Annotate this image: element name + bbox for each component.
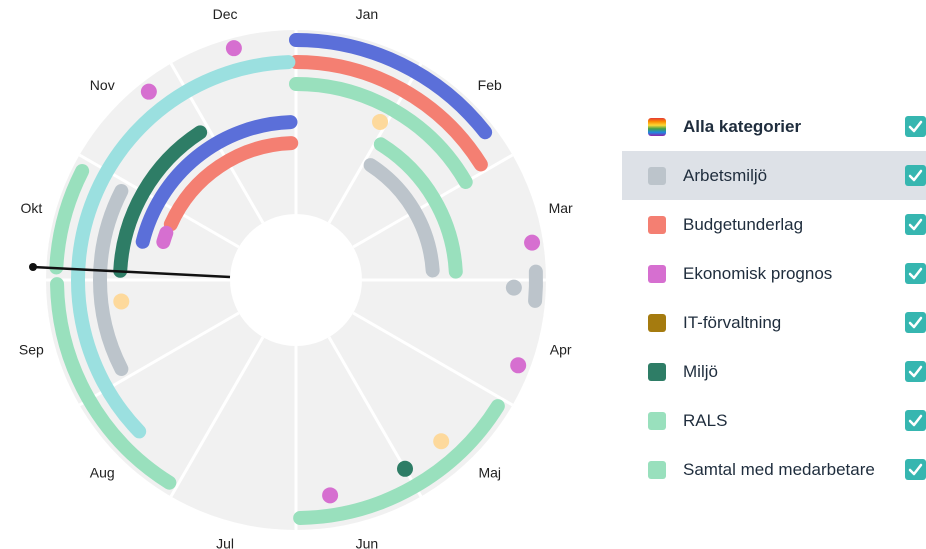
legend-swatch: [648, 411, 666, 430]
activity-arc: [289, 33, 493, 140]
month-label: Jul: [216, 535, 234, 549]
month-label: Nov: [90, 77, 115, 93]
legend-label: Budgetunderlag: [683, 214, 804, 234]
legend-label: Arbetsmiljö: [683, 165, 768, 185]
month-label: Jun: [356, 535, 379, 549]
month-label: Feb: [478, 77, 502, 93]
month-label: Jan: [356, 6, 379, 22]
legend-row[interactable]: Arbetsmiljö: [622, 151, 926, 200]
legend-row[interactable]: Ekonomisk prognos: [622, 249, 926, 298]
legend-swatch: [648, 264, 666, 283]
activity-arc: [71, 55, 296, 439]
checkbox[interactable]: [905, 459, 926, 480]
checkmark: [908, 169, 923, 182]
legend-label: Alla kategorier: [683, 116, 802, 136]
activity-dot: [524, 234, 541, 251]
activity-dot: [510, 357, 527, 374]
activity-dot: [505, 279, 522, 296]
legend-label: Samtal med medarbetare: [683, 459, 875, 479]
checkbox[interactable]: [905, 361, 926, 382]
checkmark: [908, 267, 923, 280]
activity-dot: [140, 83, 157, 100]
legend: Alla kategorier Arbetsmiljö Budgetunderlag…: [622, 102, 926, 494]
legend-row[interactable]: IT-förvaltning: [622, 298, 926, 347]
activity-arc: [163, 136, 299, 232]
activity-arc: [156, 225, 174, 249]
legend-label: Miljö: [683, 361, 718, 381]
legend-swatch: [648, 362, 666, 381]
activity-dot: [113, 293, 130, 310]
month-label: Dec: [213, 6, 238, 22]
checkmark: [908, 120, 923, 133]
activity-arc: [289, 77, 473, 189]
activity-arc: [528, 264, 543, 308]
checkbox[interactable]: [905, 410, 926, 431]
activity-dot: [372, 113, 389, 130]
activity-arc: [135, 115, 298, 249]
activity-arc: [50, 277, 177, 490]
legend-swatch: [648, 313, 666, 332]
checkmark: [908, 463, 923, 476]
legend-row[interactable]: Budgetunderlag: [622, 200, 926, 249]
activity-arc: [373, 137, 463, 279]
legend-swatch: [648, 215, 666, 234]
checkbox[interactable]: [905, 214, 926, 235]
activity-dot: [322, 487, 339, 504]
checkmark: [908, 365, 923, 378]
month-label: Sep: [19, 342, 44, 358]
activity-arc: [293, 399, 505, 525]
checkbox[interactable]: [905, 116, 926, 137]
legend-label: Ekonomisk prognos: [683, 263, 833, 283]
checkbox[interactable]: [905, 165, 926, 186]
legend-swatch: [648, 166, 666, 185]
legend-label: IT-förvaltning: [683, 312, 782, 332]
activity-arc: [93, 184, 129, 376]
month-label: Okt: [20, 200, 42, 216]
checkbox[interactable]: [905, 263, 926, 284]
month-label: Maj: [478, 464, 501, 480]
month-separator: [352, 311, 514, 407]
activity-arc: [363, 158, 440, 278]
activity-arc: [49, 164, 90, 275]
today-line: [32, 265, 231, 279]
checkmark: [908, 218, 923, 231]
activity-dot: [433, 433, 450, 450]
activity-dot: [397, 460, 413, 477]
month-label: Aug: [90, 464, 115, 480]
year-wheel: Jan Feb Mar Apr Maj Jun Jul Aug Sep Okt Nov Dec: [19, 6, 573, 549]
checkmark: [908, 414, 923, 427]
month-label: Apr: [550, 342, 572, 358]
legend-row[interactable]: Samtal med medarbetare: [622, 445, 926, 494]
legend-row[interactable]: Miljö: [622, 347, 926, 396]
checkmark: [908, 316, 923, 329]
legend-label: RALS: [683, 410, 728, 430]
legend-row[interactable]: Alla kategorier: [622, 102, 926, 151]
activity-arc: [113, 125, 208, 278]
activity-dot: [225, 40, 242, 57]
activity-arc: [289, 55, 488, 172]
legend-row[interactable]: RALS: [622, 396, 926, 445]
checkbox[interactable]: [905, 312, 926, 333]
legend-swatch: [648, 117, 666, 136]
wheel-hub: [230, 214, 362, 346]
today-dot: [29, 263, 37, 271]
month-label: Mar: [549, 200, 573, 216]
legend-swatch: [648, 460, 666, 479]
month-separator: [169, 336, 265, 498]
